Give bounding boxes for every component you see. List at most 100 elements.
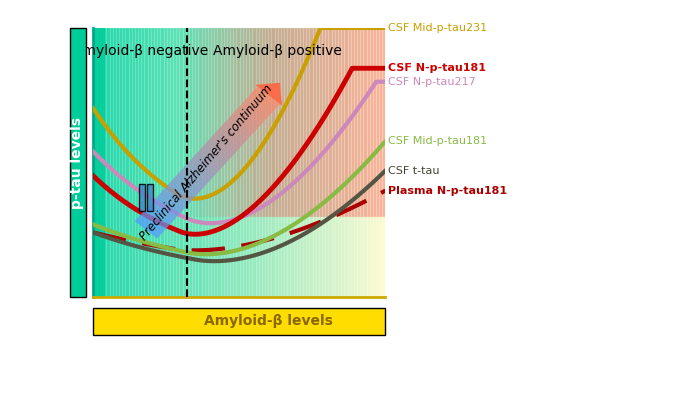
Bar <box>285 28 286 216</box>
Bar <box>344 28 346 216</box>
Bar <box>309 28 311 297</box>
Bar <box>284 28 285 216</box>
Bar <box>216 28 218 297</box>
Polygon shape <box>255 87 280 106</box>
Polygon shape <box>209 138 233 158</box>
Bar <box>276 28 277 297</box>
Bar <box>234 28 235 297</box>
Bar <box>260 28 261 216</box>
Bar <box>381 28 382 216</box>
Polygon shape <box>155 197 179 217</box>
Bar <box>137 28 139 297</box>
Bar <box>121 28 122 297</box>
Polygon shape <box>233 111 258 131</box>
Bar <box>342 28 343 216</box>
Text: CSF N-p-tau181: CSF N-p-tau181 <box>389 63 486 73</box>
Polygon shape <box>147 205 172 225</box>
Bar <box>229 28 231 297</box>
Bar <box>295 28 296 297</box>
Polygon shape <box>160 191 184 212</box>
Bar <box>346 28 347 297</box>
Bar <box>282 28 284 297</box>
Text: Amyloid-β positive: Amyloid-β positive <box>213 44 342 58</box>
Bar <box>241 28 242 297</box>
FancyBboxPatch shape <box>93 308 386 335</box>
Bar <box>300 28 301 297</box>
Bar <box>246 28 248 297</box>
Bar <box>293 28 295 216</box>
Bar <box>346 28 347 216</box>
Polygon shape <box>93 28 105 297</box>
Bar <box>235 28 237 297</box>
Bar <box>218 28 219 216</box>
Bar <box>244 28 245 216</box>
Bar <box>104 28 105 297</box>
Bar <box>384 28 386 216</box>
Bar <box>339 28 340 216</box>
Bar <box>333 28 335 297</box>
Polygon shape <box>223 121 248 141</box>
Bar <box>232 28 234 216</box>
Bar <box>159 28 160 297</box>
Bar <box>354 28 355 297</box>
Bar <box>333 28 335 216</box>
Bar <box>194 28 195 297</box>
Bar <box>261 28 262 297</box>
Bar <box>304 28 305 297</box>
Bar <box>202 28 203 216</box>
Bar <box>220 28 222 216</box>
Polygon shape <box>248 95 272 115</box>
Bar <box>132 28 133 297</box>
Bar <box>375 28 377 297</box>
Bar <box>347 28 349 297</box>
Bar <box>99 28 101 297</box>
Text: CSF N-p-tau217: CSF N-p-tau217 <box>389 77 476 87</box>
Text: Amyloid-β levels: Amyloid-β levels <box>204 314 333 328</box>
Bar <box>309 28 311 216</box>
Bar <box>206 28 207 297</box>
Bar <box>164 28 165 297</box>
Bar <box>286 28 288 216</box>
Bar <box>340 28 342 297</box>
Bar <box>339 28 340 297</box>
Text: p-tau levels: p-tau levels <box>69 112 83 213</box>
Bar <box>250 28 251 297</box>
Polygon shape <box>152 200 177 219</box>
Polygon shape <box>204 143 228 163</box>
Polygon shape <box>172 178 197 198</box>
Bar <box>384 28 386 297</box>
Bar <box>203 28 204 216</box>
Bar <box>337 28 339 297</box>
Bar <box>223 28 225 216</box>
Bar <box>155 28 156 297</box>
Bar <box>372 28 374 297</box>
Polygon shape <box>162 189 187 209</box>
Bar <box>231 28 232 216</box>
Bar <box>238 28 239 216</box>
Bar <box>381 28 382 297</box>
Bar <box>175 28 176 297</box>
Bar <box>264 28 266 216</box>
Text: Amyloid-β negative: Amyloid-β negative <box>73 44 208 58</box>
Bar <box>354 28 355 216</box>
Bar <box>374 28 375 297</box>
Bar <box>370 28 371 216</box>
Bar <box>117 28 118 297</box>
Bar <box>266 28 267 297</box>
Bar <box>317 28 318 297</box>
Polygon shape <box>174 175 199 195</box>
Bar <box>195 28 197 216</box>
Bar <box>222 28 223 216</box>
Bar <box>365 28 367 216</box>
Polygon shape <box>189 159 213 179</box>
Polygon shape <box>220 124 246 144</box>
Bar <box>187 28 188 216</box>
Bar <box>363 28 365 297</box>
Bar <box>258 28 260 216</box>
Bar <box>213 28 215 216</box>
Polygon shape <box>225 119 251 139</box>
Bar <box>127 28 128 297</box>
Polygon shape <box>142 210 167 230</box>
Polygon shape <box>240 103 265 123</box>
Bar <box>122 28 124 297</box>
